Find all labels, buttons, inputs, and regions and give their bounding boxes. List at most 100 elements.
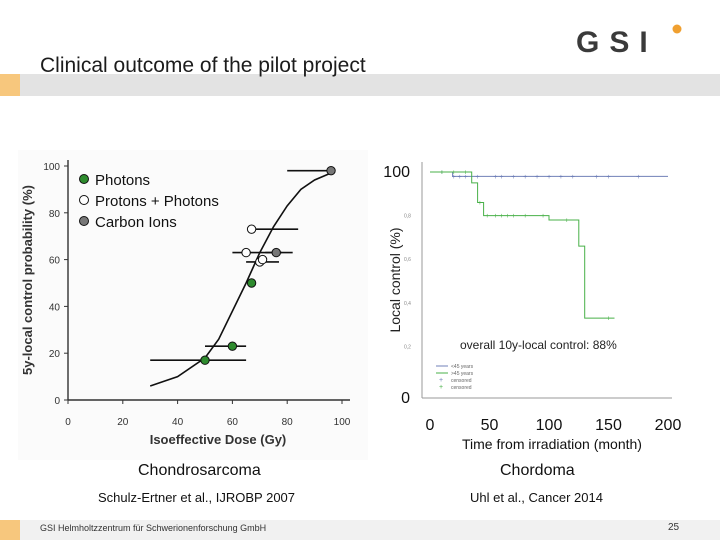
y-tick-label-5: 100 (43, 162, 60, 173)
legend-censored-1: censored (451, 378, 472, 384)
legend-marker-carbon-ions (79, 216, 89, 226)
legend-marker-photons (79, 174, 89, 184)
censor-mark-s1-7: + (505, 213, 509, 220)
chart-left-background (18, 150, 368, 460)
x-axis-label: Isoeffective Dose (Gy) (150, 432, 287, 447)
x-tick-label-4: 80 (282, 417, 294, 428)
legend-censored-marker-1: + (439, 377, 443, 384)
censor-mark-s0-14: + (606, 174, 610, 181)
x-tick-label-2: 40 (172, 417, 184, 428)
censor-mark-s1-10: + (541, 213, 545, 220)
legend-label-photons: Photons (95, 172, 150, 189)
inner-tick-label-2: 0,4 (404, 301, 411, 307)
caption-chordoma: Chordoma (500, 462, 575, 479)
data-point-s1-p0 (246, 224, 257, 234)
censor-mark-s1-11: + (565, 217, 569, 224)
censor-mark-s1-9: + (523, 213, 527, 220)
data-point-s0-p1 (227, 341, 238, 351)
x-axis-label: Time from irradiation (month) (462, 436, 642, 452)
y-axis-label: 5y-local control probability (%) (20, 185, 35, 375)
km-curves: ++ + + + + + + + + + + + + + ++ + +++ + + + + + +++ (430, 170, 668, 323)
x-tick-label-4: 200 (655, 417, 682, 434)
tick-labels: 0 20 40 60 80 100 0 20 40 60 80 100 (43, 162, 350, 428)
page-number: 25 (668, 522, 680, 533)
censor-mark-s0-6: + (499, 174, 503, 181)
legend-over-45: >45 years (451, 371, 474, 377)
x-tick-labels: 0 50 100 150 200 (426, 417, 682, 434)
legend-label-protons-photons: Protons + Photons (95, 193, 219, 210)
censor-mark-s0-2: + (458, 174, 462, 181)
censor-mark-s0-10: + (547, 174, 551, 181)
censor-mark-s0-3: + (464, 174, 468, 181)
gsi-logo-letters: GSI (576, 26, 658, 58)
gsi-logo-dot (672, 24, 682, 34)
data-point-s2-p0 (326, 165, 336, 176)
reference-chondrosarcoma: Schulz-Ertner et al., IJROBP 2007 (98, 490, 296, 505)
tick-marks (64, 165, 343, 404)
censor-mark-s1-1: + (452, 170, 456, 177)
x-tick-label-1: 50 (481, 417, 499, 434)
data-points (200, 165, 336, 365)
header-bar (0, 74, 720, 96)
gsi-logo: GSI (576, 24, 682, 58)
km-curve-1 (430, 171, 615, 319)
censor-mark-s1-12: + (606, 316, 610, 323)
chondrosarcoma-chart: 0 20 40 60 80 100 0 20 40 60 80 100 Isoeffective Do… (18, 150, 368, 460)
legend-censored-marker-2: + (439, 384, 443, 391)
data-point-s0-p2 (246, 278, 257, 288)
legend-censored-2: censored (451, 385, 472, 391)
data-point-s1-p1 (241, 247, 251, 258)
y-tick-label-100: 100 (383, 164, 410, 181)
y-tick-label-0: 0 (54, 396, 60, 407)
x-tick-label-1: 20 (117, 417, 129, 428)
censor-mark-s1-4: + (485, 213, 489, 220)
data-point-s1-p3 (257, 254, 268, 265)
censor-mark-s0-12: + (571, 174, 575, 181)
chordoma-chart: Local control (%) 100 0 0,8 0,6 0,4 0,2 0 50… (383, 162, 682, 452)
caption-chondrosarcoma: Chondrosarcoma (138, 462, 261, 479)
censor-mark-s0-4: + (476, 174, 480, 181)
chart-annotation: overall 10y-local control: 88% (460, 338, 617, 352)
reference-chordoma: Uhl et al., Cancer 2014 (470, 490, 603, 505)
legend: Photons Protons + Photons Carbon Ions (79, 172, 219, 231)
x-tick-label-2: 100 (536, 417, 563, 434)
censor-mark-s1-6: + (499, 213, 503, 220)
footer-accent (0, 520, 20, 540)
y-tick-label-3: 60 (49, 256, 61, 267)
data-point-s0-p0 (200, 355, 210, 365)
x-tick-label-0: 0 (426, 417, 435, 434)
legend-label-carbon-ions: Carbon Ions (95, 214, 177, 231)
censor-mark-s1-2: + (464, 170, 468, 177)
footer-bar (20, 520, 720, 540)
censor-mark-s0-13: + (595, 174, 599, 181)
censor-mark-s0-15: + (636, 174, 640, 181)
y-tick-label-0: 0 (401, 390, 410, 407)
censor-mark-s0-5: + (493, 174, 497, 181)
x-tick-label-0: 0 (65, 417, 71, 428)
censor-mark-s0-1: + (452, 174, 456, 181)
header-accent (0, 74, 20, 96)
censor-mark-s1-0: + (440, 170, 444, 177)
inner-tick-labels: 0,8 0,6 0,4 0,2 (404, 214, 411, 351)
censor-mark-s0-7: + (511, 174, 515, 181)
censor-mark-s0-8: + (523, 174, 527, 181)
inner-tick-label-0: 0,8 (404, 214, 411, 220)
censor-mark-s1-5: + (493, 213, 497, 220)
x-tick-label-3: 60 (227, 417, 239, 428)
y-tick-label-4: 80 (49, 209, 61, 220)
inner-tick-label-3: 0,2 (404, 344, 411, 350)
censor-mark-s0-9: + (535, 174, 539, 181)
slide-title: Clinical outcome of the pilot project (40, 54, 366, 77)
footer-organization: GSI Helmholtzzentrum für Schwerionenfors… (40, 523, 267, 533)
legend-under-45: <45 years (451, 364, 474, 370)
censor-mark-s0-11: + (559, 174, 563, 181)
y-tick-label-2: 40 (49, 302, 61, 313)
y-axis-label: Local control (%) (387, 227, 403, 332)
km-legend: <45 years >45 years + censored + censore… (436, 364, 474, 391)
data-point-s2-p1 (271, 247, 281, 258)
legend-marker-protons-photons (79, 195, 89, 205)
x-tick-label-5: 100 (334, 417, 351, 428)
censor-mark-s0-0: + (440, 170, 444, 177)
censor-mark-s1-8: + (511, 213, 515, 220)
censor-mark-s1-3: + (478, 200, 482, 207)
